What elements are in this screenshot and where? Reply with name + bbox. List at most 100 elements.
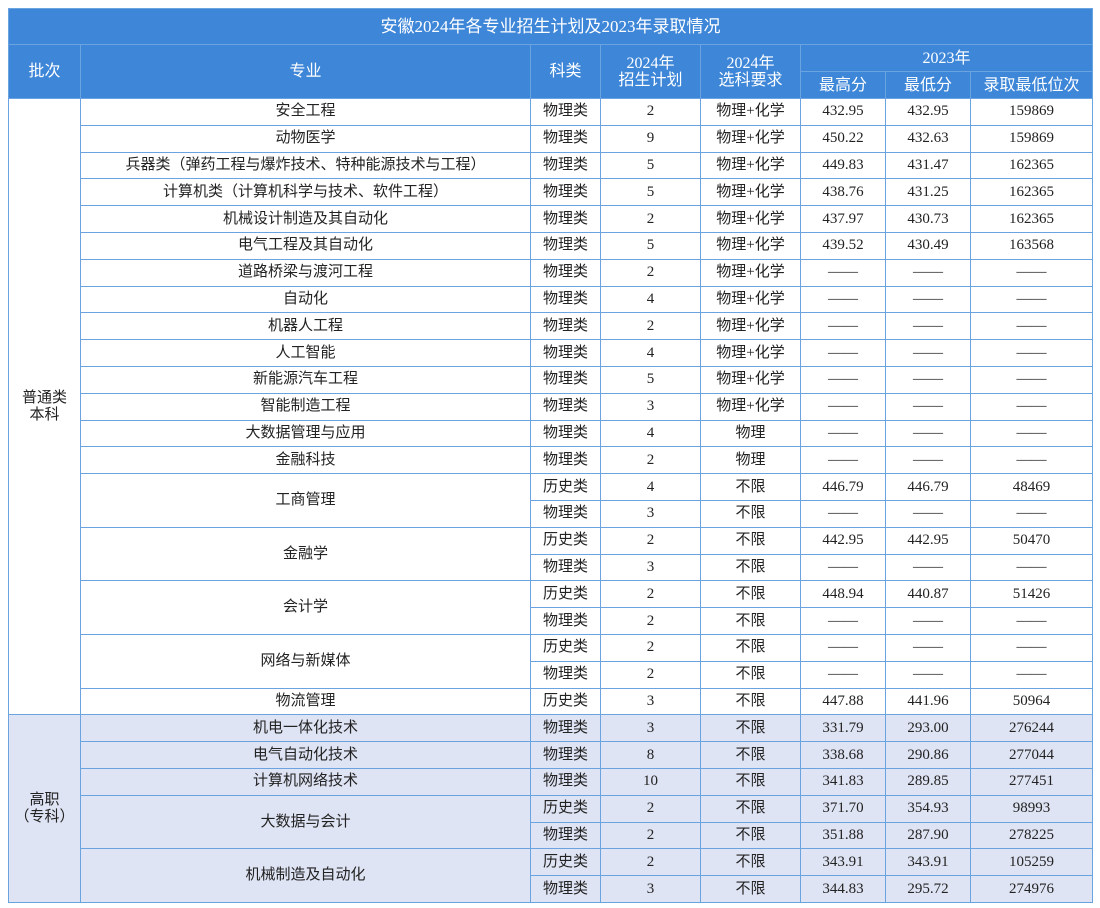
data-cell: 历史类 xyxy=(530,526,601,555)
data-cell: 物理类 xyxy=(530,419,601,448)
data-cell: —— xyxy=(800,258,886,287)
data-cell: 276244 xyxy=(970,714,1093,743)
data-cell: 354.93 xyxy=(885,794,971,823)
data-cell: 不限 xyxy=(700,767,801,796)
table-row: 自动化 物理类 4 物理+化学 —— —— —— xyxy=(9,285,1093,314)
header-cell: 批次 xyxy=(8,44,81,99)
data-cell: 不限 xyxy=(700,821,801,850)
data-cell: 278225 xyxy=(970,821,1093,850)
data-cell: 4 xyxy=(600,285,701,314)
major-cell: 安全工程 xyxy=(80,98,531,126)
data-cell: 物理类 xyxy=(530,553,601,582)
table-row: 高职 （专科） 机电一体化技术 物理类 3 不限 331.79 293.00 276244 xyxy=(8,714,1093,903)
data-cell: 338.68 xyxy=(800,741,886,769)
admission-table: 安徽2024年各专业招生计划及2023年录取情况 批次 专业 科类 2024年招… xyxy=(8,8,1093,903)
data-cell: —— xyxy=(885,446,971,475)
data-cell: 物理类 xyxy=(530,741,601,769)
major-cell: 人工智能 xyxy=(80,339,531,367)
table-row: 工商管理 历史类 4 不限 446.79 446.79 48469 xyxy=(9,473,1093,528)
data-cell: 287.90 xyxy=(885,821,971,850)
data-cell: —— xyxy=(800,499,886,528)
major-cell: 道路桥梁与渡河工程 xyxy=(80,258,531,287)
data-cell: —— xyxy=(800,660,886,689)
data-cell: 物理类 xyxy=(530,98,601,126)
data-cell: 274976 xyxy=(970,875,1093,903)
data-cell: 441.96 xyxy=(885,687,971,716)
data-cell: 2 xyxy=(600,258,701,287)
data-cell: 3 xyxy=(600,553,701,582)
data-cell: 430.73 xyxy=(885,205,971,233)
data-cell: 439.52 xyxy=(800,231,886,260)
major-cell: 金融学 xyxy=(80,526,531,582)
data-cell: 277451 xyxy=(970,767,1093,796)
header-cell: 专业 xyxy=(80,44,531,99)
data-cell: 162365 xyxy=(970,151,1093,180)
data-cell: —— xyxy=(885,553,971,582)
data-cell: —— xyxy=(800,312,886,341)
data-cell: —— xyxy=(970,419,1093,448)
data-cell: 不限 xyxy=(700,794,801,823)
data-cell: 431.47 xyxy=(885,151,971,180)
major-cell: 机电一体化技术 xyxy=(80,714,531,743)
data-cell: 物理+化学 xyxy=(700,205,801,233)
batch-line: 高职 xyxy=(29,791,60,808)
data-cell: —— xyxy=(885,660,971,689)
data-cell: 98993 xyxy=(970,794,1093,823)
data-cell: —— xyxy=(970,499,1093,528)
data-cell: 物理类 xyxy=(530,365,601,394)
batch-cell: 普通类 本科 xyxy=(8,97,81,716)
data-cell: 5 xyxy=(600,178,701,207)
data-cell: 290.86 xyxy=(885,741,971,769)
data-cell: 物理类 xyxy=(530,767,601,796)
batch-line: 普通类 xyxy=(21,389,67,406)
data-cell: 432.63 xyxy=(885,124,971,153)
data-cell: 物理+化学 xyxy=(700,124,801,153)
header-line: 选科要求 xyxy=(718,71,783,89)
data-cell: 343.91 xyxy=(885,848,971,877)
data-cell: 2 xyxy=(600,633,701,662)
data-cell: 物理+化学 xyxy=(700,312,801,341)
table-title: 安徽2024年各专业招生计划及2023年录取情况 xyxy=(8,8,1093,45)
data-cell: 历史类 xyxy=(530,580,601,609)
data-cell: 4 xyxy=(600,473,701,501)
data-cell: 2 xyxy=(600,607,701,635)
major-cell: 动物医学 xyxy=(80,124,531,153)
major-cell: 新能源汽车工程 xyxy=(80,365,531,394)
header-cell: 2024年 招生计划 xyxy=(600,44,701,99)
data-cell: 2 xyxy=(600,446,701,475)
data-cell: —— xyxy=(800,285,886,314)
data-cell: 物理 xyxy=(700,446,801,475)
major-cell: 智能制造工程 xyxy=(80,392,531,421)
table-row: 兵器类（弹药工程与爆炸技术、特种能源技术与工程） 物理类 5 物理+化学 449.83 4… xyxy=(9,151,1093,180)
data-cell: 物理+化学 xyxy=(700,365,801,394)
data-cell: —— xyxy=(800,607,886,635)
data-cell: —— xyxy=(800,633,886,662)
data-cell: 341.83 xyxy=(800,767,886,796)
data-cell: 159869 xyxy=(970,98,1093,126)
data-cell: 历史类 xyxy=(530,473,601,501)
major-cell: 金融科技 xyxy=(80,446,531,475)
data-cell: 物理+化学 xyxy=(700,98,801,126)
data-cell: 162365 xyxy=(970,178,1093,207)
major-cell: 机械制造及自动化 xyxy=(80,848,531,903)
data-cell: 2 xyxy=(600,526,701,555)
data-cell: —— xyxy=(970,312,1093,341)
data-cell: 2 xyxy=(600,580,701,609)
data-cell: 2 xyxy=(600,794,701,823)
data-cell: 440.87 xyxy=(885,580,971,609)
data-cell: —— xyxy=(970,607,1093,635)
data-cell: 442.95 xyxy=(800,526,886,555)
data-cell: —— xyxy=(800,419,886,448)
data-cell: 物理类 xyxy=(530,178,601,207)
data-cell: —— xyxy=(800,553,886,582)
major-cell: 机器人工程 xyxy=(80,312,531,341)
data-cell: 3 xyxy=(600,392,701,421)
table-row: 物流管理 历史类 3 不限 447.88 441.96 50964 xyxy=(9,687,1093,716)
data-cell: 448.94 xyxy=(800,580,886,609)
major-cell: 电气工程及其自动化 xyxy=(80,231,531,260)
table-row: 道路桥梁与渡河工程 物理类 2 物理+化学 —— —— —— xyxy=(9,258,1093,287)
data-cell: 3 xyxy=(600,714,701,743)
data-cell: 4 xyxy=(600,339,701,367)
data-cell: 物理类 xyxy=(530,205,601,233)
data-cell: 物理+化学 xyxy=(700,258,801,287)
